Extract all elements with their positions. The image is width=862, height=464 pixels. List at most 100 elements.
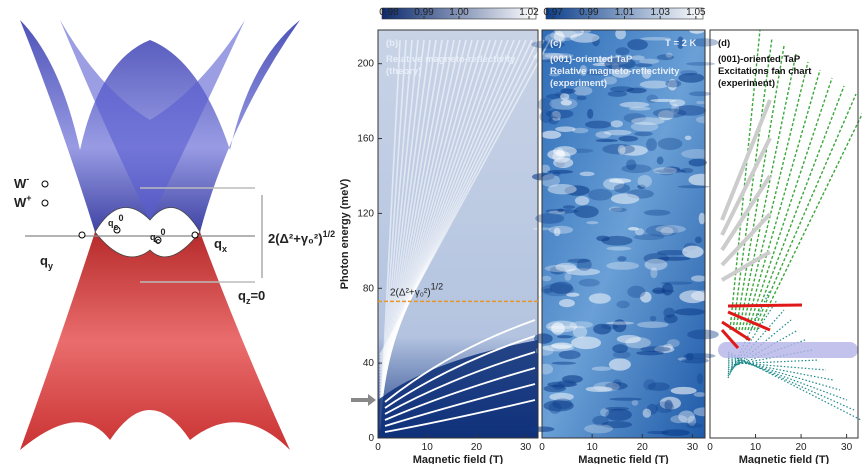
texture xyxy=(629,106,651,111)
texture xyxy=(600,408,610,417)
texture xyxy=(560,93,570,101)
texture xyxy=(593,323,612,335)
x-axis-label: Magnetic field (T) xyxy=(413,454,504,464)
texture xyxy=(573,85,593,96)
texture xyxy=(681,149,713,159)
texture xyxy=(570,32,600,43)
texture xyxy=(554,92,565,97)
texture xyxy=(534,333,553,344)
texture xyxy=(548,116,559,125)
colorbar-label: 0.97 xyxy=(543,7,563,18)
texture xyxy=(567,258,591,263)
texture xyxy=(588,293,611,304)
texture xyxy=(601,420,633,429)
texture xyxy=(677,357,687,361)
annotation: (experiment) xyxy=(550,78,607,89)
texture xyxy=(586,221,599,225)
texture xyxy=(635,63,653,68)
texture xyxy=(698,212,706,225)
green-fan xyxy=(750,85,845,331)
texture xyxy=(547,184,577,195)
diagram-label-sub: c xyxy=(114,222,119,232)
texture xyxy=(544,53,574,59)
texture xyxy=(659,396,681,410)
texture xyxy=(535,345,554,356)
texture xyxy=(578,278,600,287)
texture xyxy=(587,188,613,201)
y-tick-label: 40 xyxy=(363,358,375,369)
texture xyxy=(639,58,660,64)
texture xyxy=(555,126,576,132)
texture xyxy=(667,339,680,348)
gray-fan xyxy=(720,212,772,267)
diagram-label: qy xyxy=(40,253,53,271)
texture xyxy=(572,325,588,338)
x-tick-label: 20 xyxy=(796,442,808,453)
texture xyxy=(591,366,612,371)
green-fan xyxy=(732,37,773,331)
texture xyxy=(637,174,652,188)
x-tick-label: 0 xyxy=(539,442,545,453)
x-tick-label: 20 xyxy=(637,442,649,453)
diagram-label-sup: 0 xyxy=(161,227,166,237)
diagram-label: W- xyxy=(14,174,29,191)
texture xyxy=(617,256,627,262)
texture xyxy=(560,88,576,94)
texture xyxy=(626,159,637,171)
texture xyxy=(670,415,688,424)
texture xyxy=(670,386,697,395)
texture xyxy=(643,379,656,391)
texture xyxy=(549,281,573,294)
teal-fan xyxy=(727,351,862,421)
texture xyxy=(618,135,639,142)
texture xyxy=(656,54,674,61)
x-tick-label: 30 xyxy=(687,442,699,453)
texture xyxy=(609,178,632,184)
texture xyxy=(562,205,576,209)
texture xyxy=(551,361,577,365)
texture xyxy=(658,110,674,121)
texture xyxy=(665,80,682,88)
texture xyxy=(552,398,573,410)
gray-fan xyxy=(720,174,772,252)
texture xyxy=(655,401,675,414)
texture xyxy=(553,157,574,169)
texture xyxy=(554,24,585,38)
texture xyxy=(549,54,562,61)
texture xyxy=(627,227,639,231)
texture xyxy=(616,334,641,344)
colorbar-label: 0.99 xyxy=(414,7,434,18)
texture xyxy=(694,236,702,244)
green-fan xyxy=(741,61,809,331)
diagram-label: qc0 xyxy=(150,227,166,246)
diagram-label: qz=0 xyxy=(238,288,265,306)
diagram-label-sup: - xyxy=(26,174,29,184)
texture xyxy=(634,228,645,236)
texture xyxy=(538,363,554,375)
texture xyxy=(684,135,692,141)
teal-fan xyxy=(727,329,799,371)
texture xyxy=(539,110,554,124)
colorbar-label: 0.99 xyxy=(579,7,599,18)
diagram-label-sub: z xyxy=(246,296,251,306)
texture xyxy=(547,381,578,388)
texture xyxy=(657,137,683,150)
texture xyxy=(549,266,566,275)
diagram-label: W+ xyxy=(14,193,32,210)
texture xyxy=(587,108,594,119)
texture xyxy=(682,245,704,258)
annotation: T = 2 K xyxy=(665,38,697,49)
plot-frame xyxy=(377,29,539,439)
texture xyxy=(604,406,630,411)
texture xyxy=(571,336,602,350)
texture xyxy=(677,185,710,189)
texture xyxy=(663,343,673,351)
green-fan xyxy=(738,53,797,331)
texture xyxy=(548,72,560,77)
texture xyxy=(616,300,630,309)
texture xyxy=(602,143,635,155)
texture xyxy=(663,307,675,318)
texture xyxy=(564,272,572,281)
texture xyxy=(643,253,670,264)
texture xyxy=(636,350,664,356)
